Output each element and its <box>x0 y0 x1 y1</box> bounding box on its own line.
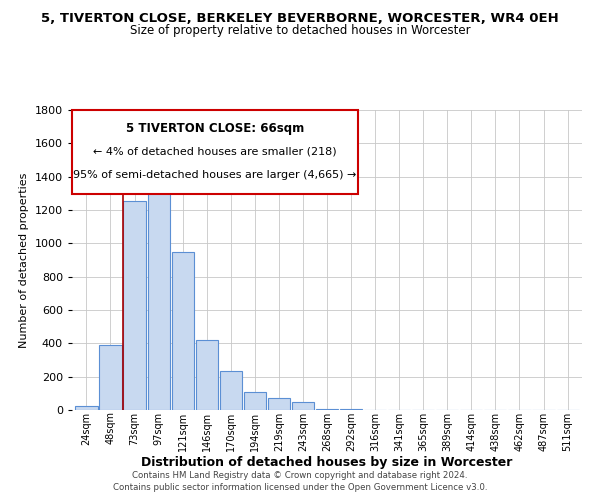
FancyBboxPatch shape <box>72 110 358 194</box>
Bar <box>172 252 194 410</box>
Bar <box>76 406 98 410</box>
Text: 5 TIVERTON CLOSE: 66sqm: 5 TIVERTON CLOSE: 66sqm <box>125 122 304 135</box>
Text: 95% of semi-detached houses are larger (4,665) →: 95% of semi-detached houses are larger (… <box>73 170 356 180</box>
Text: ← 4% of detached houses are smaller (218): ← 4% of detached houses are smaller (218… <box>93 146 337 156</box>
Bar <box>316 409 338 410</box>
Bar <box>340 409 362 410</box>
Bar <box>124 201 146 410</box>
Bar <box>268 398 290 410</box>
Bar <box>148 178 170 410</box>
Text: Distribution of detached houses by size in Worcester: Distribution of detached houses by size … <box>142 456 512 469</box>
Bar <box>292 402 314 410</box>
Text: Size of property relative to detached houses in Worcester: Size of property relative to detached ho… <box>130 24 470 37</box>
Text: 5, TIVERTON CLOSE, BERKELEY BEVERBORNE, WORCESTER, WR4 0EH: 5, TIVERTON CLOSE, BERKELEY BEVERBORNE, … <box>41 12 559 26</box>
Bar <box>196 340 218 410</box>
Bar <box>100 345 122 410</box>
Text: Contains HM Land Registry data © Crown copyright and database right 2024.
Contai: Contains HM Land Registry data © Crown c… <box>113 471 487 492</box>
Y-axis label: Number of detached properties: Number of detached properties <box>19 172 29 348</box>
Bar <box>244 392 266 410</box>
Bar <box>220 371 242 410</box>
